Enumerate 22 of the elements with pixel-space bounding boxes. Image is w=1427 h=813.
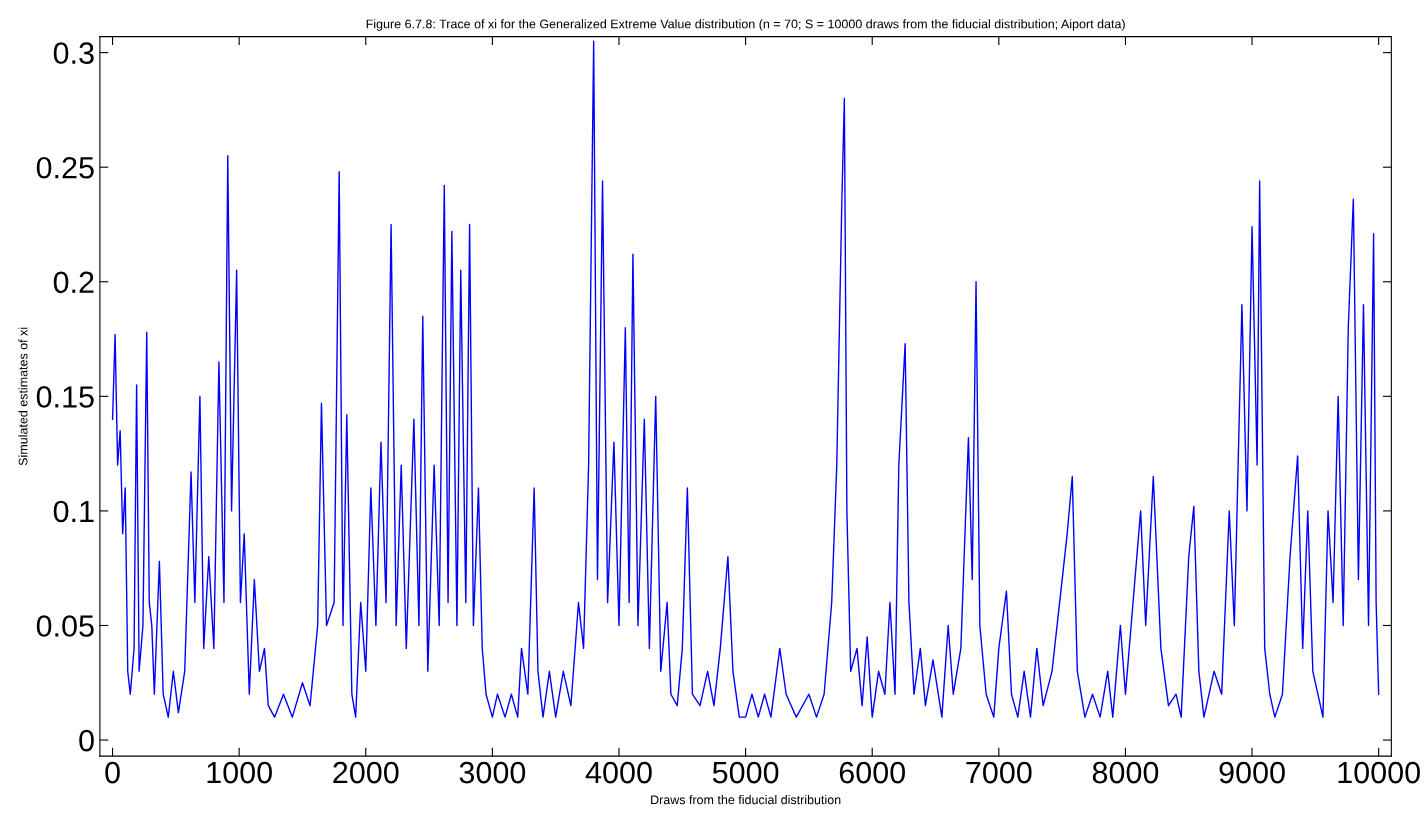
x-tick-label: 7000 bbox=[966, 761, 1032, 784]
chart-title: Figure 6.7.8: Trace of xi for the Generalized Extreme Value distribution (n = 70; S = 10000 draws from the fiducial distribution; Aiport data) bbox=[366, 19, 1125, 31]
y-tick-label: 0.3 bbox=[53, 42, 94, 64]
x-tick-label: 8000 bbox=[1092, 761, 1159, 784]
x-tick-label: 2000 bbox=[333, 761, 399, 784]
x-tick-label: 10000 bbox=[1338, 761, 1420, 784]
x-tick-label: 9000 bbox=[1219, 761, 1285, 784]
x-axis-title: Draws from the fiducial distribution bbox=[651, 794, 841, 805]
y-tick-label: 0.2 bbox=[53, 271, 94, 294]
x-tick-label: 0 bbox=[105, 761, 120, 784]
y-tick-label: 0.15 bbox=[36, 386, 94, 408]
x-tick-label: 4000 bbox=[585, 761, 652, 784]
y-tick-label: 0.25 bbox=[36, 156, 94, 179]
y-tick-label: 0 bbox=[79, 729, 94, 752]
y-tick-label: 0.1 bbox=[53, 500, 94, 523]
x-tick-label: 3000 bbox=[459, 761, 526, 784]
x-tick-label: 6000 bbox=[839, 761, 906, 784]
x-tick-label: 5000 bbox=[712, 761, 779, 784]
y-axis-title: Simulated estimates of xi bbox=[18, 327, 28, 466]
y-tick-label: 0.05 bbox=[36, 615, 94, 637]
line-series bbox=[111, 40, 1380, 718]
x-tick-label: 1000 bbox=[207, 761, 272, 784]
